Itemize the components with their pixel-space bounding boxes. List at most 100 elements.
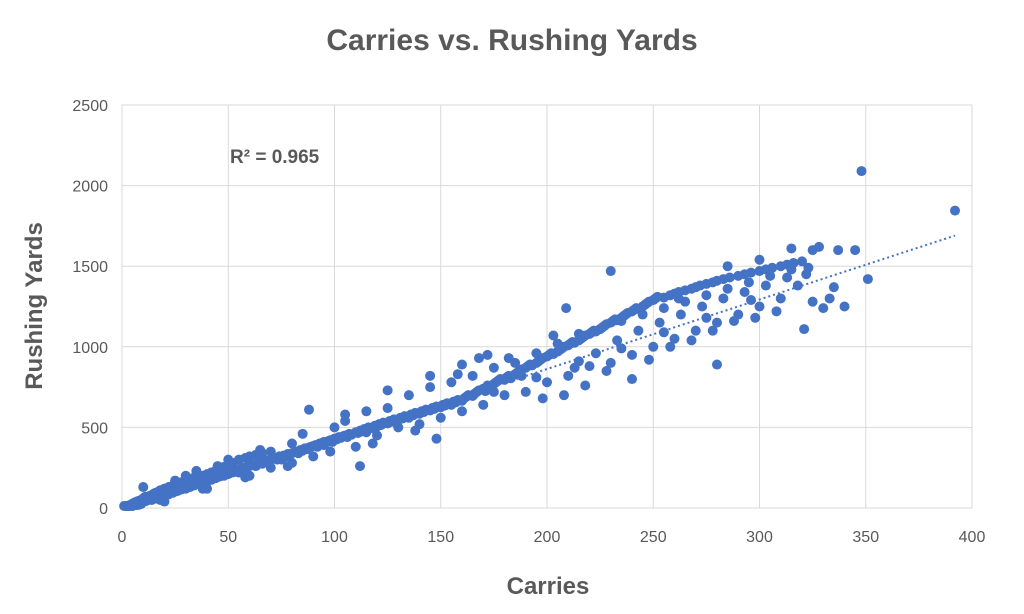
x-tick-label: 400 (959, 529, 986, 546)
data-point (818, 303, 829, 314)
data-point (482, 349, 493, 360)
data-point (457, 406, 467, 417)
data-point (686, 335, 697, 346)
data-point (287, 438, 297, 449)
y-tick-label: 500 (81, 420, 108, 437)
chart-title: Carries vs. Rushing Yards (326, 24, 697, 57)
ticks-layer: 0 50 100 150 200 250 300 350 400 0 500 1000 1500 2000… (72, 98, 985, 546)
data-point (297, 428, 308, 439)
data-point (452, 369, 463, 380)
data-point (503, 353, 514, 364)
data-point (329, 422, 340, 433)
y-tick-label: 0 (99, 501, 108, 518)
data-point (673, 293, 684, 304)
data-point (616, 316, 627, 327)
data-point (155, 494, 166, 505)
data-point (739, 286, 750, 297)
data-point (569, 362, 580, 373)
data-point (701, 290, 712, 301)
data-point (223, 454, 234, 465)
data-point (425, 370, 436, 381)
data-point (559, 390, 569, 401)
data-point (340, 409, 351, 420)
data-point (701, 312, 712, 323)
x-tick-label: 50 (219, 529, 237, 546)
data-point (707, 325, 718, 336)
data-point (446, 377, 457, 388)
data-point (807, 296, 818, 307)
data-point (542, 377, 552, 388)
x-tick-label: 300 (746, 529, 773, 546)
data-point (814, 241, 824, 252)
data-point (304, 404, 314, 415)
x-axis-title: Carries (507, 573, 590, 600)
data-point (856, 166, 867, 177)
data-point (862, 274, 873, 285)
grid-layer (121, 104, 973, 509)
data-point (658, 327, 669, 338)
data-point (563, 370, 574, 381)
data-point (350, 441, 361, 452)
data-point (457, 359, 467, 370)
data-point (170, 475, 181, 486)
data-point (648, 341, 659, 352)
data-point (499, 390, 510, 401)
data-point (580, 380, 591, 391)
data-point (786, 264, 797, 275)
y-tick-label: 2000 (72, 179, 108, 196)
y-axis-title: Rushing Yards (21, 222, 48, 390)
data-point (775, 293, 786, 304)
data-point (718, 293, 729, 304)
data-point (431, 433, 442, 444)
data-point (746, 267, 756, 278)
y-tick-label: 1500 (72, 259, 108, 276)
data-point (282, 461, 293, 472)
data-point (325, 446, 336, 457)
data-point (633, 325, 644, 336)
data-point (786, 243, 797, 254)
data-point (665, 341, 676, 352)
data-point (839, 301, 850, 312)
data-point (765, 270, 776, 281)
data-point (138, 482, 149, 493)
data-point (240, 472, 251, 483)
data-point (372, 430, 382, 441)
data-point (654, 317, 665, 328)
data-point (595, 324, 606, 335)
x-tick-label: 0 (118, 529, 127, 546)
data-point (265, 462, 276, 473)
data-point (403, 412, 414, 423)
data-point (488, 362, 499, 373)
data-point (712, 359, 722, 370)
data-point (355, 461, 365, 472)
data-point (425, 382, 436, 393)
data-point (361, 406, 372, 417)
data-point (276, 454, 287, 465)
data-point (792, 280, 803, 291)
data-point (605, 266, 616, 277)
data-point (382, 403, 393, 414)
data-point (308, 451, 319, 462)
data-point (724, 272, 735, 283)
data-point (123, 501, 134, 511)
data-point (488, 386, 499, 397)
data-point (446, 399, 457, 410)
data-point (552, 338, 563, 349)
data-point (601, 365, 612, 376)
data-point (750, 312, 761, 323)
data-point (520, 386, 531, 397)
data-point (531, 348, 542, 359)
data-point (627, 374, 637, 385)
data-point (797, 256, 807, 267)
data-point (478, 399, 489, 410)
data-point (318, 440, 329, 451)
data-point (537, 393, 548, 404)
data-point (474, 353, 484, 364)
data-point (722, 283, 733, 294)
data-point (393, 422, 404, 433)
y-tick-label: 2500 (72, 98, 108, 115)
data-point (803, 262, 814, 273)
data-point (467, 370, 478, 381)
x-tick-label: 200 (534, 529, 561, 546)
data-point (712, 317, 722, 328)
